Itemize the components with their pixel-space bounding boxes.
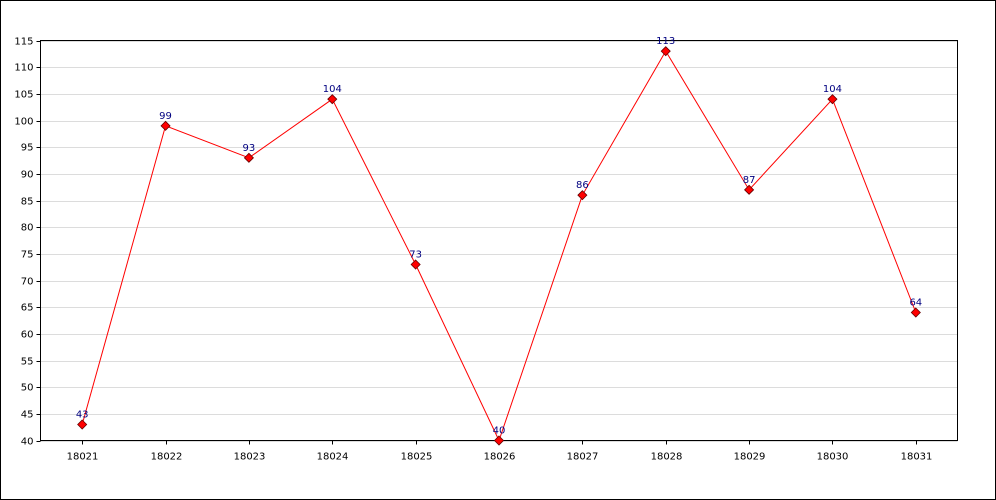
plot-area [40,40,958,441]
y-tick-label: 110 [14,63,33,74]
x-tick-label: 18026 [484,452,516,463]
y-tick-label: 90 [21,170,34,181]
data-label: 99 [159,111,172,122]
x-tick-label: 18021 [67,452,99,463]
data-point [744,184,755,195]
y-tick-label: 95 [21,143,34,154]
data-label: 93 [243,143,256,154]
data-point [243,152,254,163]
y-tick-label: 80 [21,223,34,234]
data-point [660,46,671,57]
data-label: 64 [909,298,922,309]
x-tick-label: 18027 [567,452,599,463]
data-point [827,94,838,105]
y-tick-label: 55 [21,357,34,368]
data-label: 87 [743,175,756,186]
data-label: 73 [409,250,422,261]
x-tick-label: 18030 [817,452,849,463]
x-tick-label: 18031 [901,452,933,463]
y-tick-label: 70 [21,277,34,288]
y-tick-label: 105 [14,90,33,101]
x-tick-label: 18028 [651,452,683,463]
y-tick-label: 100 [14,117,33,128]
y-tick-label: 65 [21,303,34,314]
y-tick-label: 115 [14,37,33,48]
data-label: 104 [823,84,842,95]
x-tick-label: 18024 [317,452,349,463]
data-point [577,190,588,201]
y-tick-label: 40 [21,437,34,448]
y-tick-label: 50 [21,383,34,394]
y-tick-label: 75 [21,250,34,261]
x-tick-label: 18025 [401,452,433,463]
data-label: 113 [656,36,675,47]
x-tick-label: 18023 [234,452,266,463]
data-point [410,259,421,270]
y-tick-label: 45 [21,410,34,421]
data-point [910,307,921,318]
data-point [160,120,171,131]
data-label: 104 [323,84,342,95]
x-tick-label: 18029 [734,452,766,463]
x-tick-label: 18022 [151,452,183,463]
data-point [77,419,88,430]
data-label: 40 [493,426,506,437]
y-tick-label: 60 [21,330,34,341]
data-label: 86 [576,180,589,191]
data-point [327,94,338,105]
data-point [493,435,505,446]
data-label: 43 [76,410,89,421]
y-tick-label: 85 [21,197,34,208]
